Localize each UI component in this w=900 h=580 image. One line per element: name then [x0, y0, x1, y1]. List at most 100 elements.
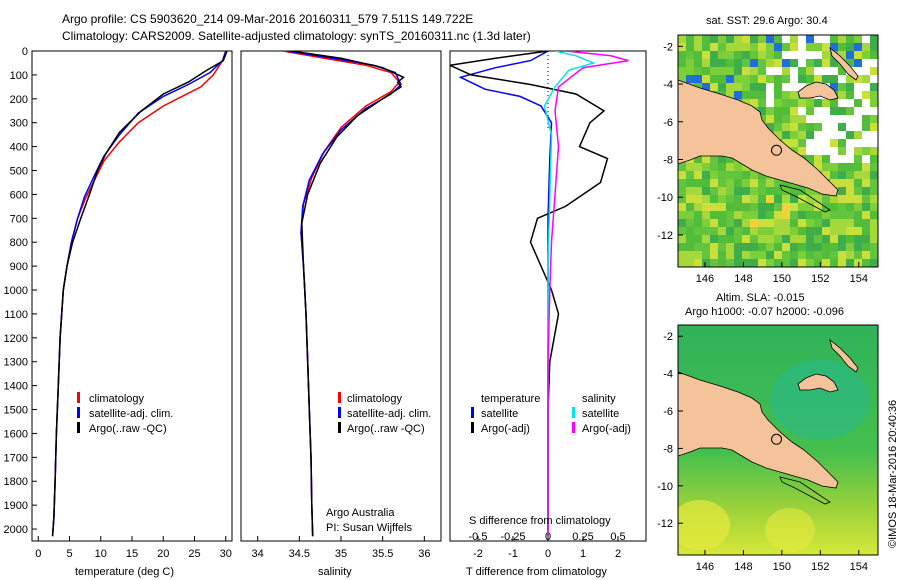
sst-cell	[782, 51, 790, 59]
sst-cell	[734, 163, 742, 171]
sst-cell	[678, 171, 686, 179]
sst-cell	[870, 147, 878, 155]
sst-cell	[846, 203, 854, 211]
sst-cell	[726, 227, 734, 235]
map-y-tick-label: -8	[663, 443, 673, 455]
sst-cell	[854, 251, 862, 259]
legend-swatch-s-argo	[572, 422, 575, 433]
sst-cell	[854, 163, 862, 171]
sst-cell	[870, 131, 878, 139]
y-tick-label: 1800	[4, 476, 28, 488]
sst-cell	[798, 75, 806, 83]
sst-cell	[686, 251, 694, 259]
sst-cell	[694, 243, 702, 251]
sst-cell	[774, 131, 782, 139]
sst-cell	[870, 59, 878, 67]
sst-cell	[734, 235, 742, 243]
sst-cell	[790, 43, 798, 51]
sst-cell	[718, 203, 726, 211]
y-tick-label: 1300	[4, 357, 28, 369]
sst-cell	[822, 235, 830, 243]
sst-cell	[734, 67, 742, 75]
series-line-1	[51, 51, 227, 537]
sst-cell	[838, 211, 846, 219]
sst-cell	[718, 35, 726, 43]
map-x-tick-label: 152	[811, 273, 829, 285]
sst-cell	[750, 35, 758, 43]
sst-cell	[798, 107, 806, 115]
sst-cell	[806, 43, 814, 51]
sst-cell	[830, 99, 838, 107]
sst-cell	[702, 211, 710, 219]
sst-map-title: sat. SST: 29.6 Argo: 30.4	[706, 15, 828, 27]
sst-cell	[734, 219, 742, 227]
series-line-2	[450, 51, 609, 537]
sst-cell	[702, 155, 710, 163]
map-x-tick-label: 148	[734, 273, 752, 285]
difference-series	[450, 51, 629, 537]
sst-cell	[854, 203, 862, 211]
sst-cell	[782, 59, 790, 67]
legend-swatch-t-satellite	[471, 407, 474, 418]
y-tick-label: 1400	[4, 381, 28, 393]
sst-cell	[742, 187, 750, 195]
sst-map-frame	[677, 34, 879, 268]
sst-cell	[846, 123, 854, 131]
x-tick-label: 0	[35, 548, 41, 560]
sst-cell	[718, 195, 726, 203]
sst-cell	[702, 187, 710, 195]
sst-cell	[742, 91, 750, 99]
legend-label-t-satellite: satellite	[481, 408, 518, 420]
y-tick-label: 1900	[4, 500, 28, 512]
sst-cell	[790, 139, 798, 147]
sst-cell	[742, 51, 750, 59]
x-tick-label: 20	[157, 548, 169, 560]
sst-cell	[854, 139, 862, 147]
sst-cell	[798, 131, 806, 139]
sst-cell	[750, 227, 758, 235]
sst-cell	[694, 219, 702, 227]
sst-cell	[686, 179, 694, 187]
sst-cell	[862, 211, 870, 219]
sst-cell	[734, 75, 742, 83]
sst-cell	[726, 75, 734, 83]
x-tick-label: 1	[580, 548, 586, 560]
sst-cell	[726, 251, 734, 259]
sst-cell	[710, 243, 718, 251]
sst-cell	[774, 259, 782, 267]
sst-cell	[838, 187, 846, 195]
sst-cell	[814, 203, 822, 211]
sst-cell	[686, 163, 694, 171]
sst-cell	[734, 179, 742, 187]
sst-cell	[678, 51, 686, 59]
sst-cell	[806, 155, 814, 163]
new-guinea-landmass	[678, 371, 839, 489]
sst-cell	[862, 123, 870, 131]
sst-cell	[838, 43, 846, 51]
sst-cell	[766, 251, 774, 259]
sst-cell	[734, 171, 742, 179]
sst-cell	[790, 243, 798, 251]
salinity-xlabel: salinity	[318, 566, 352, 578]
sst-cell	[814, 131, 822, 139]
sst-cell	[846, 131, 854, 139]
sst-cell	[870, 35, 878, 43]
sst-cell	[814, 155, 822, 163]
sst-cell	[718, 155, 726, 163]
sst-cell	[806, 51, 814, 59]
sst-cell	[694, 227, 702, 235]
sst-cell	[830, 155, 838, 163]
sst-cell	[694, 179, 702, 187]
legend-swatch-climatology	[77, 392, 80, 403]
s-tick-label: 0.5	[610, 531, 625, 543]
sst-cell	[694, 195, 702, 203]
sst-cell	[806, 59, 814, 67]
sst-cell	[686, 51, 694, 59]
map-x-tick-label: 146	[696, 273, 714, 285]
x-tick-label: -1	[508, 548, 518, 560]
sst-cell	[822, 251, 830, 259]
sst-cell	[838, 99, 846, 107]
sst-cell	[854, 211, 862, 219]
x-tick-label: 25	[188, 548, 200, 560]
